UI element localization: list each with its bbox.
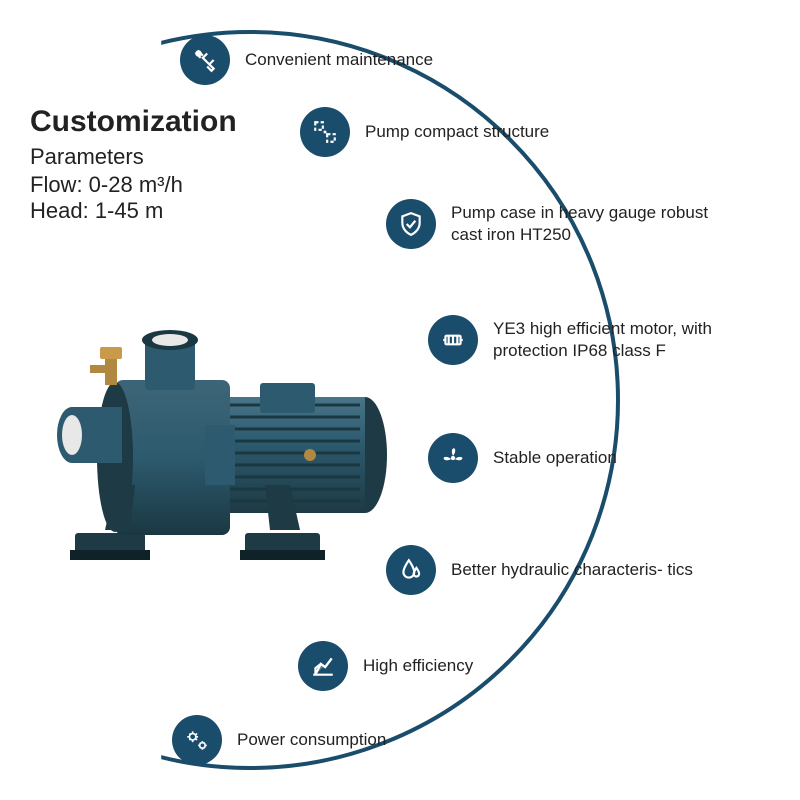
motor-icon	[428, 315, 478, 365]
feature-label: High efficiency	[363, 655, 473, 677]
feature-item-4: Stable operation	[428, 433, 617, 483]
compact-icon	[300, 107, 350, 157]
title-block: Customization Parameters Flow: 0-28 m³/h…	[30, 105, 237, 224]
feature-label: Stable operation	[493, 447, 617, 469]
feature-label: Convenient maintenance	[245, 49, 433, 71]
feature-item-7: Power consumption	[172, 715, 386, 765]
pump-image	[30, 305, 400, 585]
chart-icon	[298, 641, 348, 691]
feature-item-1: Pump compact structure	[300, 107, 549, 157]
feature-item-3: YE3 high efficient motor, with protectio…	[428, 315, 773, 365]
feature-label: Pump compact structure	[365, 121, 549, 143]
shield-icon	[386, 199, 436, 249]
feature-item-2: Pump case in heavy gauge robust cast iro…	[386, 199, 731, 249]
feature-item-6: High efficiency	[298, 641, 473, 691]
feature-label: YE3 high efficient motor, with protectio…	[493, 318, 773, 362]
flow-param: Flow: 0-28 m³/h	[30, 172, 237, 198]
droplet-icon	[386, 545, 436, 595]
feature-label: Pump case in heavy gauge robust cast iro…	[451, 202, 731, 246]
parameters-label: Parameters	[30, 144, 237, 170]
feature-label: Power consumption	[237, 729, 386, 751]
head-param: Head: 1-45 m	[30, 198, 237, 224]
propeller-icon	[428, 433, 478, 483]
feature-item-5: Better hydraulic characteris- tics	[386, 545, 693, 595]
feature-label: Better hydraulic characteris- tics	[451, 559, 693, 581]
gears-icon	[172, 715, 222, 765]
feature-item-0: Convenient maintenance	[180, 35, 433, 85]
main-title: Customization	[30, 105, 237, 139]
wrench-icon	[180, 35, 230, 85]
